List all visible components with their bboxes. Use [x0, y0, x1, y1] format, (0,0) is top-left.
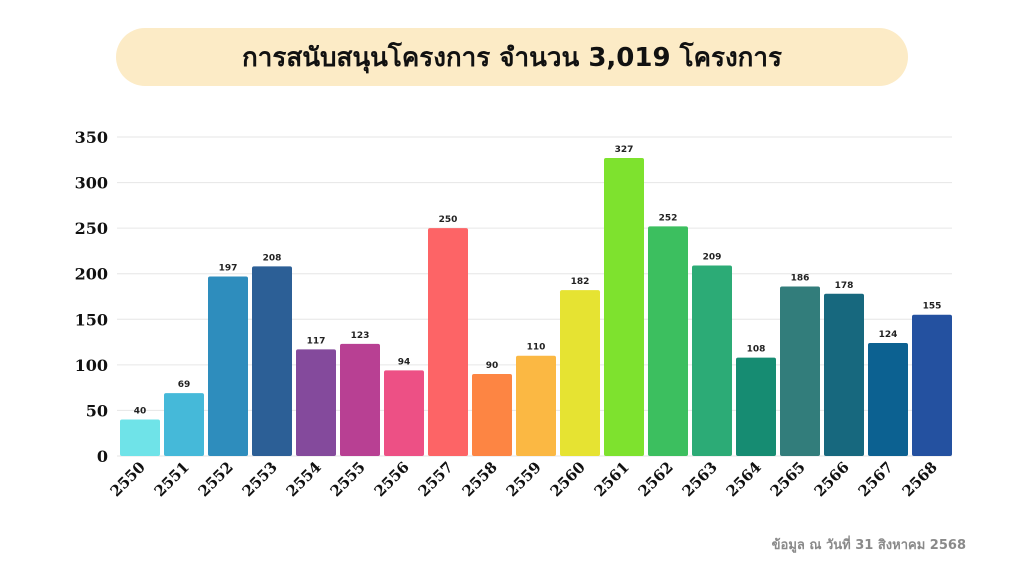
chart-title: การสนับสนุนโครงการ จำนวน 3,019 โครงการ	[242, 42, 782, 73]
bar	[912, 314, 952, 456]
y-tick-label: 100	[75, 356, 108, 375]
bar	[472, 373, 512, 456]
bar-value-label: 90	[486, 361, 499, 371]
x-tick-label: 2550	[107, 458, 149, 500]
bar	[516, 355, 556, 456]
bar	[296, 349, 336, 456]
y-tick-label: 300	[75, 174, 108, 193]
bar-value-label: 186	[791, 273, 810, 283]
x-tick-label: 2559	[503, 458, 545, 500]
bar-value-label: 110	[527, 343, 546, 353]
y-tick-label: 150	[75, 310, 108, 329]
bar	[604, 157, 644, 456]
bar	[780, 286, 820, 456]
title-banner: การสนับสนุนโครงการ จำนวน 3,019 โครงการ	[116, 28, 908, 86]
bar	[736, 357, 776, 456]
x-tick-label: 2563	[679, 458, 721, 500]
bar-value-label: 155	[923, 302, 942, 312]
x-tick-label: 2557	[415, 458, 457, 500]
x-tick-label: 2560	[547, 458, 589, 500]
x-tick-label: 2562	[635, 458, 677, 500]
x-tick-label: 2555	[327, 458, 369, 500]
y-tick-label: 0	[97, 447, 108, 466]
bar-value-label: 117	[307, 336, 326, 346]
bar	[384, 370, 424, 456]
bar	[824, 293, 864, 456]
bar	[164, 393, 204, 456]
bar	[120, 419, 160, 456]
bar-value-label: 123	[351, 331, 370, 341]
x-tick-label: 2568	[899, 458, 941, 500]
bar	[692, 265, 732, 456]
bar	[428, 228, 468, 456]
bar-value-label: 209	[703, 253, 722, 263]
x-tick-label: 2551	[151, 458, 193, 500]
bar	[340, 343, 380, 456]
x-tick-label: 2553	[239, 458, 281, 500]
bar-value-label: 252	[659, 213, 678, 223]
bar-value-label: 250	[439, 215, 458, 225]
bar-value-label: 178	[835, 281, 854, 291]
bar-value-label: 197	[219, 263, 238, 273]
data-date-note: ข้อมูล ณ วันที่ 31 สิงหาคม 2568	[771, 538, 966, 553]
y-tick-label: 50	[86, 401, 108, 420]
bar	[648, 226, 688, 456]
bar	[252, 266, 292, 456]
bar-value-label: 327	[615, 145, 634, 155]
bar-value-label: 124	[879, 330, 898, 340]
bar	[868, 342, 908, 456]
x-tick-label: 2567	[855, 458, 897, 500]
bar	[560, 290, 600, 456]
bar-value-label: 40	[134, 407, 147, 417]
x-tick-label: 2556	[371, 458, 413, 500]
bar-value-label: 108	[747, 345, 766, 355]
y-tick-label: 350	[75, 128, 108, 147]
bar	[208, 276, 248, 456]
bar-value-label: 94	[398, 357, 411, 367]
y-tick-label: 250	[75, 219, 108, 238]
bar-value-label: 208	[263, 253, 282, 263]
x-tick-label: 2566	[811, 458, 853, 500]
bar-value-label: 182	[571, 277, 590, 287]
x-tick-label: 2558	[459, 458, 501, 500]
x-tick-label: 2561	[591, 458, 633, 500]
x-tick-label: 2552	[195, 458, 237, 500]
x-tick-label: 2565	[767, 458, 809, 500]
bar-value-label: 69	[178, 380, 191, 390]
x-tick-label: 2554	[283, 458, 325, 500]
x-tick-label: 2564	[723, 458, 765, 500]
y-tick-label: 200	[75, 265, 108, 284]
